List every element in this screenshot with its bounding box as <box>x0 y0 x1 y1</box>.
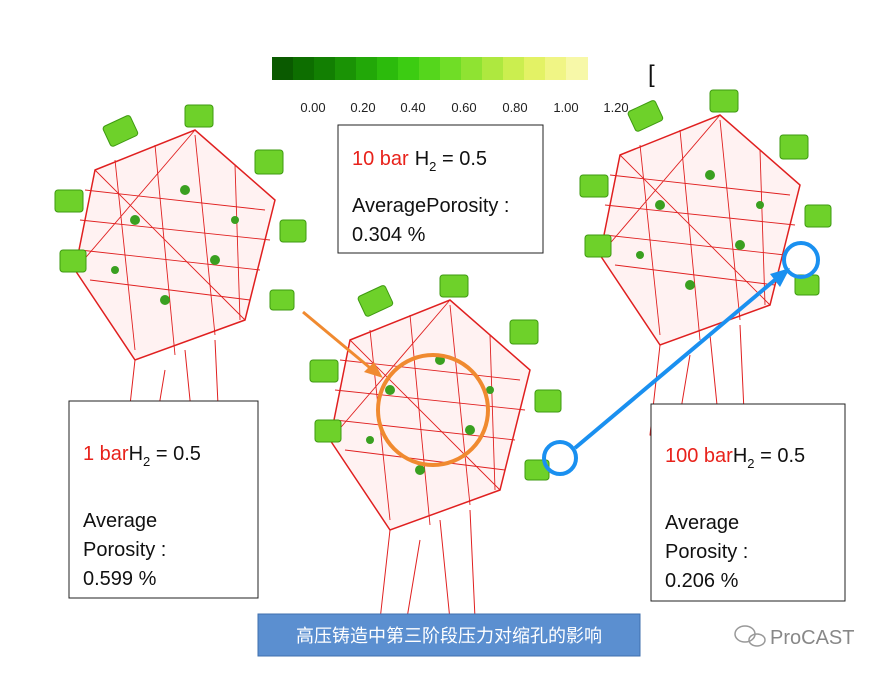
ratio: = 0.5 <box>436 148 487 170</box>
bracket: [ <box>648 61 655 88</box>
label: Porosity : <box>665 541 748 563</box>
box-frame <box>337 124 544 254</box>
pressure: 10 bar <box>352 148 409 170</box>
box-frame <box>650 403 846 602</box>
tick-label: 0.80 <box>502 100 527 115</box>
watermark: ProCAST <box>734 625 854 649</box>
label: AveragePorosity : <box>352 195 510 217</box>
label: Average <box>83 510 157 532</box>
gas: H <box>733 445 747 467</box>
gas: H <box>415 148 429 170</box>
result-box: 1 barH2 = 0.5 Average Porosity : 0.599 % <box>68 400 259 599</box>
condition: 1 barH2 = 0.5 <box>83 443 201 469</box>
tick-label: 0.00 <box>300 100 325 115</box>
caption-box <box>257 613 641 657</box>
blue-circle <box>542 440 578 476</box>
blue-circle <box>782 241 820 279</box>
pressure: 100 bar <box>665 445 733 467</box>
pressure: 1 bar <box>83 443 129 465</box>
subscript: 2 <box>747 456 754 471</box>
value: 0.206 % <box>665 570 739 592</box>
casting-image <box>309 274 562 631</box>
value: 0.304 % <box>352 224 426 246</box>
subscript: 2 <box>143 454 150 469</box>
condition: 10 bar H2 = 0.5 <box>352 148 487 174</box>
box-frame <box>68 400 259 599</box>
subscript: 2 <box>429 159 436 174</box>
orange-arrow <box>302 310 376 374</box>
value: 0.599 % <box>83 568 157 590</box>
condition: 100 barH2 = 0.5 <box>665 445 805 471</box>
tick-label: 0.20 <box>350 100 375 115</box>
tick-label: 0.60 <box>451 100 476 115</box>
colorbar <box>272 57 588 80</box>
watermark-text: ProCAST <box>770 627 854 649</box>
label: Porosity : <box>83 539 166 561</box>
caption: 高压铸造中第三阶段压力对缩孔的影响 <box>296 626 602 646</box>
result-box: 10 bar H2 = 0.5 AveragePorosity : 0.304 % <box>337 124 544 254</box>
casting-image <box>579 89 832 446</box>
orange-circle <box>376 353 490 467</box>
result-box: 100 barH2 = 0.5 Average Porosity : 0.206… <box>650 403 846 602</box>
arrow-head <box>770 268 790 287</box>
tick-label: 1.00 <box>553 100 578 115</box>
ratio: = 0.5 <box>150 443 201 465</box>
tick-label: 0.40 <box>400 100 425 115</box>
arrow-head <box>364 362 383 378</box>
ratio: = 0.5 <box>755 445 806 467</box>
tick-label: 1.20 <box>603 100 628 115</box>
blue-arrow <box>573 277 778 450</box>
label: Average <box>665 512 739 534</box>
gas: H <box>129 443 143 465</box>
